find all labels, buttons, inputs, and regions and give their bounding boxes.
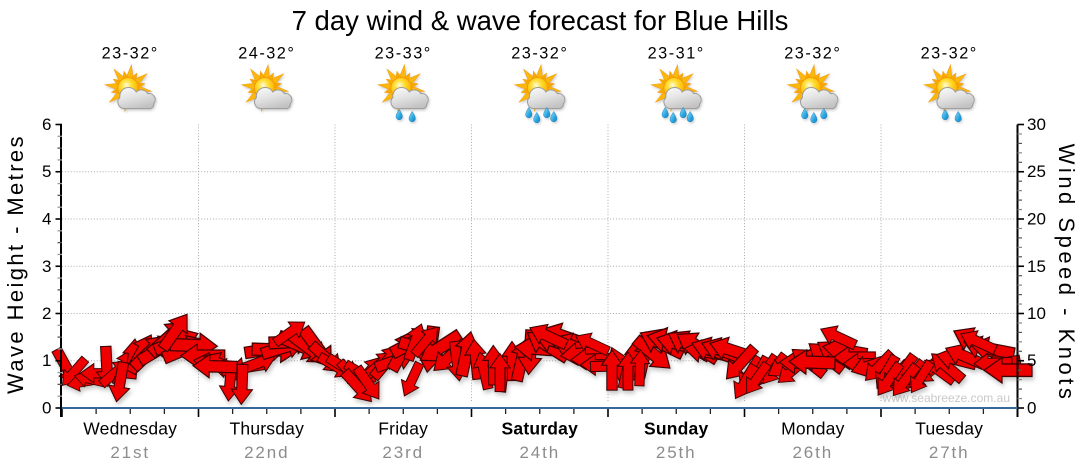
svg-text:6: 6 <box>42 115 51 134</box>
svg-text:23-32°: 23-32° <box>511 45 568 63</box>
svg-text:3: 3 <box>42 257 51 276</box>
svg-text:Tuesday: Tuesday <box>915 419 983 439</box>
svg-text:4: 4 <box>42 210 51 229</box>
svg-text:23-32°: 23-32° <box>921 45 978 63</box>
svg-text:23-32°: 23-32° <box>784 45 841 63</box>
svg-text:2: 2 <box>42 304 51 323</box>
svg-text:25: 25 <box>1027 162 1046 181</box>
svg-text:21st: 21st <box>110 443 150 462</box>
svg-text:Wednesday: Wednesday <box>83 419 177 439</box>
svg-text:20: 20 <box>1027 210 1046 229</box>
svg-text:23-33°: 23-33° <box>375 45 432 63</box>
svg-text:24th: 24th <box>519 443 560 462</box>
svg-text:30: 30 <box>1027 115 1046 134</box>
svg-text:Sunday: Sunday <box>644 419 708 439</box>
svg-text:10: 10 <box>1027 304 1046 323</box>
svg-text:www.seabreeze.com.au: www.seabreeze.com.au <box>882 391 1010 405</box>
svg-text:Friday: Friday <box>378 419 428 439</box>
svg-text:15: 15 <box>1027 257 1046 276</box>
svg-text:23rd: 23rd <box>382 443 424 462</box>
svg-text:0: 0 <box>1027 399 1036 418</box>
svg-text:0: 0 <box>42 399 51 418</box>
svg-text:1: 1 <box>42 351 51 370</box>
svg-text:23-31°: 23-31° <box>648 45 705 63</box>
svg-text:27th: 27th <box>929 443 970 462</box>
svg-text:5: 5 <box>1027 351 1036 370</box>
svg-text:22nd: 22nd <box>244 443 289 462</box>
svg-text:5: 5 <box>42 162 51 181</box>
svg-text:24-32°: 24-32° <box>238 45 295 63</box>
svg-text:25th: 25th <box>656 443 697 462</box>
svg-text:26th: 26th <box>792 443 833 462</box>
svg-text:7 day wind & wave forecast for: 7 day wind & wave forecast for Blue Hill… <box>292 5 789 36</box>
svg-text:Wind Speed - Knots: Wind Speed - Knots <box>1054 144 1079 403</box>
svg-text:Wave Height - Metres: Wave Height - Metres <box>3 134 28 394</box>
svg-text:Saturday: Saturday <box>502 419 579 439</box>
svg-text:23-32°: 23-32° <box>102 45 159 63</box>
svg-text:Monday: Monday <box>781 419 845 439</box>
svg-text:Thursday: Thursday <box>230 419 305 439</box>
